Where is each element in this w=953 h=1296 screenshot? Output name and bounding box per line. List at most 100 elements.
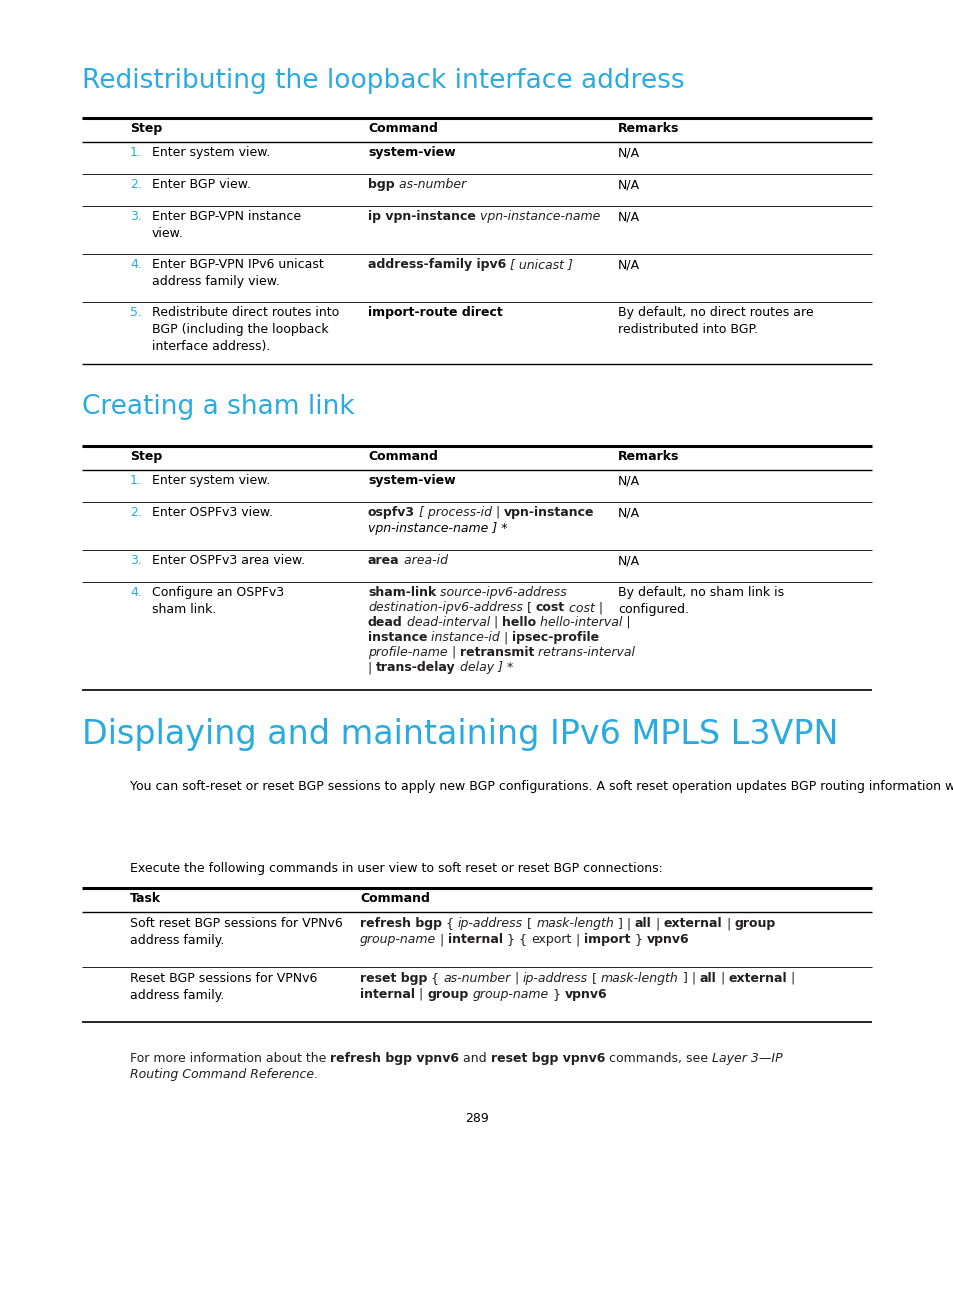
Text: vpnv6: vpnv6 <box>646 933 688 946</box>
Text: ospfv3: ospfv3 <box>368 505 415 518</box>
Text: 4.: 4. <box>130 586 142 599</box>
Text: 289: 289 <box>465 1112 488 1125</box>
Text: Task: Task <box>130 892 161 905</box>
Text: N/A: N/A <box>618 474 639 487</box>
Text: N/A: N/A <box>618 553 639 568</box>
Text: Step: Step <box>130 122 162 135</box>
Text: instance-id: instance-id <box>427 631 499 644</box>
Text: as-number: as-number <box>395 178 465 191</box>
Text: vpnv6: vpnv6 <box>564 988 607 1001</box>
Text: ] |: ] | <box>678 972 700 985</box>
Text: import-route direct: import-route direct <box>368 306 502 319</box>
Text: mask-length: mask-length <box>536 918 613 931</box>
Text: area: area <box>368 553 399 568</box>
Text: Redistribute direct routes into
BGP (including the loopback
interface address).: Redistribute direct routes into BGP (inc… <box>152 306 339 353</box>
Text: cost: cost <box>536 601 564 614</box>
Text: Command: Command <box>368 450 437 463</box>
Text: group: group <box>427 988 468 1001</box>
Text: You can soft-reset or reset BGP sessions to apply new BGP configurations. A soft: You can soft-reset or reset BGP sessions… <box>130 780 953 793</box>
Text: area-id: area-id <box>399 553 447 568</box>
Text: all: all <box>635 918 651 931</box>
Text: 3.: 3. <box>130 553 142 568</box>
Text: Displaying and maintaining IPv6 MPLS L3VPN: Displaying and maintaining IPv6 MPLS L3V… <box>82 718 838 750</box>
Text: }: } <box>630 933 646 946</box>
Text: Soft reset BGP sessions for VPNv6
address family.: Soft reset BGP sessions for VPNv6 addres… <box>130 918 342 947</box>
Text: |: | <box>436 933 448 946</box>
Text: ip vpn-instance: ip vpn-instance <box>368 210 476 223</box>
Text: {: { <box>427 972 443 985</box>
Text: N/A: N/A <box>618 178 639 191</box>
Text: [: [ <box>522 601 536 614</box>
Text: |: | <box>786 972 795 985</box>
Text: reset bgp: reset bgp <box>359 972 427 985</box>
Text: |: | <box>490 616 501 629</box>
Text: |: | <box>510 972 522 985</box>
Text: |: | <box>651 918 663 931</box>
Text: address-family ipv6: address-family ipv6 <box>368 258 506 271</box>
Text: retransmit: retransmit <box>459 645 534 658</box>
Text: destination-ipv6-address: destination-ipv6-address <box>368 601 522 614</box>
Text: Enter BGP view.: Enter BGP view. <box>152 178 251 191</box>
Text: group: group <box>734 918 776 931</box>
Text: N/A: N/A <box>618 210 639 223</box>
Text: ip-address: ip-address <box>457 918 522 931</box>
Text: refresh bgp: refresh bgp <box>359 918 441 931</box>
Text: vpn-instance-name: vpn-instance-name <box>476 210 599 223</box>
Text: [ process-id |: [ process-id | <box>415 505 504 518</box>
Text: |: | <box>368 661 375 674</box>
Text: Creating a sham link: Creating a sham link <box>82 394 355 420</box>
Text: N/A: N/A <box>618 146 639 159</box>
Text: Reset BGP sessions for VPNv6
address family.: Reset BGP sessions for VPNv6 address fam… <box>130 972 317 1002</box>
Text: Redistributing the loopback interface address: Redistributing the loopback interface ad… <box>82 67 684 95</box>
Text: Enter OSPFv3 view.: Enter OSPFv3 view. <box>152 505 273 518</box>
Text: Remarks: Remarks <box>618 450 679 463</box>
Text: |: | <box>716 972 728 985</box>
Text: N/A: N/A <box>618 505 639 518</box>
Text: 2.: 2. <box>130 505 142 518</box>
Text: |: | <box>571 933 583 946</box>
Text: vpn-instance: vpn-instance <box>504 505 594 518</box>
Text: Enter system view.: Enter system view. <box>152 146 270 159</box>
Text: bgp: bgp <box>368 178 395 191</box>
Text: |: | <box>499 631 512 644</box>
Text: 1.: 1. <box>130 474 142 487</box>
Text: [: [ <box>587 972 600 985</box>
Text: and: and <box>459 1052 491 1065</box>
Text: Command: Command <box>359 892 430 905</box>
Text: .: . <box>314 1068 317 1081</box>
Text: dead-interval: dead-interval <box>402 616 490 629</box>
Text: Remarks: Remarks <box>618 122 679 135</box>
Text: 2.: 2. <box>130 178 142 191</box>
Text: ] |: ] | <box>613 918 635 931</box>
Text: By default, no direct routes are
redistributed into BGP.: By default, no direct routes are redistr… <box>618 306 813 336</box>
Text: By default, no sham link is
configured.: By default, no sham link is configured. <box>618 586 783 616</box>
Text: Execute the following commands in user view to soft reset or reset BGP connectio: Execute the following commands in user v… <box>130 862 662 875</box>
Text: export: export <box>531 933 571 946</box>
Text: [: [ <box>522 918 536 931</box>
Text: Step: Step <box>130 450 162 463</box>
Text: hello-interval |: hello-interval | <box>536 616 630 629</box>
Text: Configure an OSPFv3
sham link.: Configure an OSPFv3 sham link. <box>152 586 284 616</box>
Text: internal: internal <box>448 933 503 946</box>
Text: system-view: system-view <box>368 146 456 159</box>
Text: |: | <box>721 918 734 931</box>
Text: import: import <box>583 933 630 946</box>
Text: source-ipv6-address: source-ipv6-address <box>436 586 566 599</box>
Text: sham-link: sham-link <box>368 586 436 599</box>
Text: For more information about the: For more information about the <box>130 1052 330 1065</box>
Text: 4.: 4. <box>130 258 142 271</box>
Text: 1.: 1. <box>130 146 142 159</box>
Text: instance: instance <box>368 631 427 644</box>
Text: group-name: group-name <box>472 988 548 1001</box>
Text: delay ] *: delay ] * <box>456 661 513 674</box>
Text: Routing Command Reference: Routing Command Reference <box>130 1068 314 1081</box>
Text: ipsec-profile: ipsec-profile <box>512 631 599 644</box>
Text: reset bgp vpnv6: reset bgp vpnv6 <box>491 1052 605 1065</box>
Text: external: external <box>663 918 721 931</box>
Text: 3.: 3. <box>130 210 142 223</box>
Text: ip-address: ip-address <box>522 972 587 985</box>
Text: }: } <box>548 988 564 1001</box>
Text: all: all <box>700 972 716 985</box>
Text: } {: } { <box>503 933 531 946</box>
Text: profile-name: profile-name <box>368 645 447 658</box>
